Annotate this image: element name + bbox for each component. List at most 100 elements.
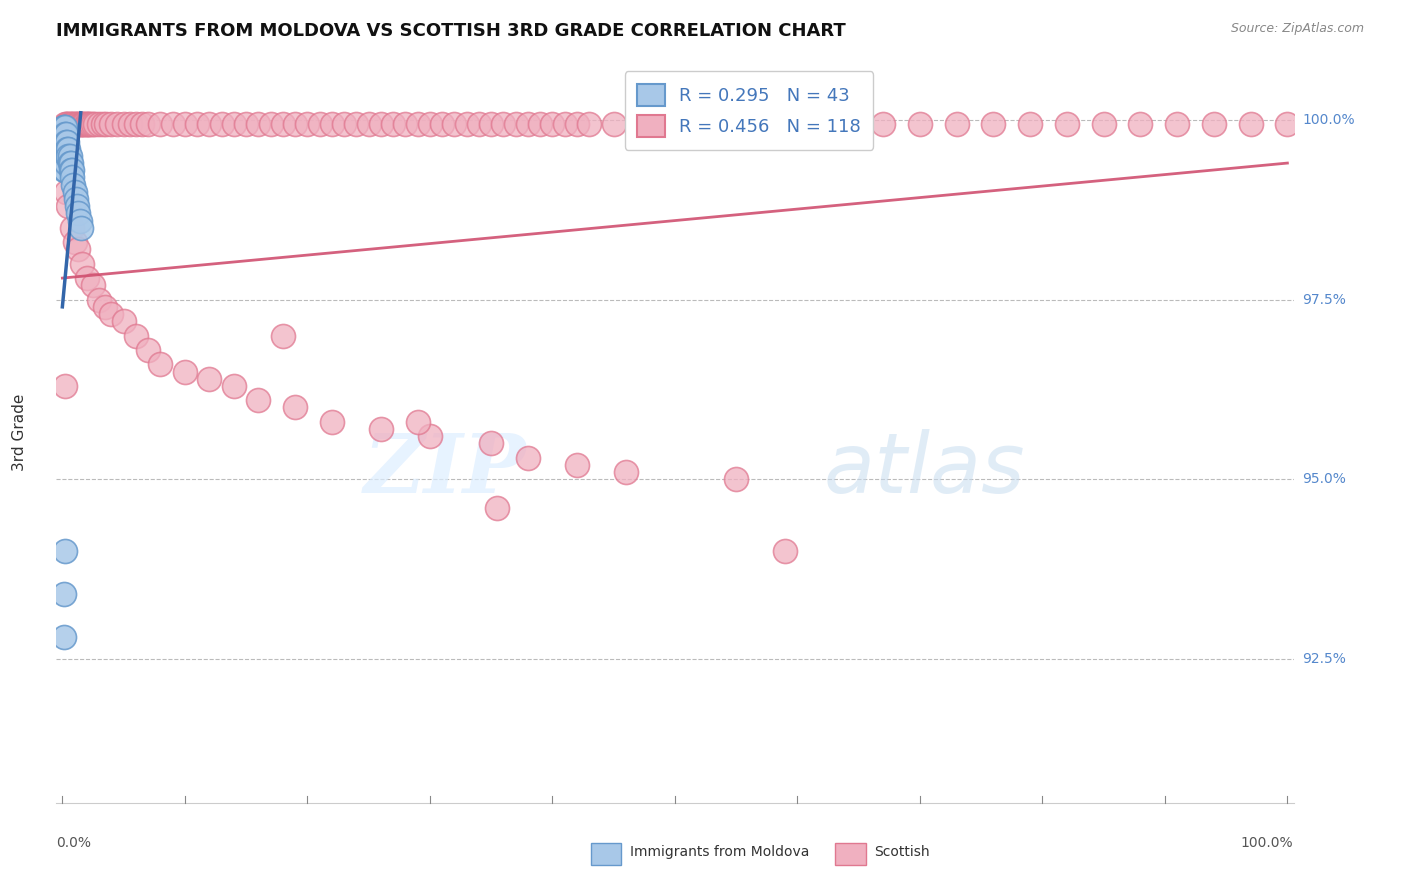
Point (1019, 116, 1042, 130)
Point (516, 450, 538, 465)
Point (308, 116, 330, 130)
Point (52, 135, 75, 149)
Point (53, 379, 76, 393)
Point (136, 116, 159, 130)
Point (554, 116, 576, 130)
Point (333, 116, 356, 130)
Point (77, 116, 100, 130)
Point (505, 116, 527, 130)
Point (186, 116, 208, 130)
Point (55, 116, 77, 130)
Point (60, 220, 83, 235)
Point (198, 372, 221, 386)
Point (72, 116, 94, 130)
Point (66, 199, 89, 213)
Point (66, 116, 89, 130)
Point (53, 142, 76, 156)
Point (55, 128, 77, 142)
Point (56, 149, 79, 163)
Point (87, 116, 110, 130)
Point (173, 116, 195, 130)
Point (58, 116, 80, 130)
Point (676, 116, 699, 130)
Point (1056, 116, 1078, 130)
Text: 97.5%: 97.5% (1302, 293, 1346, 307)
Point (149, 357, 172, 371)
Point (198, 116, 221, 130)
Point (82, 278, 104, 293)
Point (247, 116, 270, 130)
Point (602, 116, 624, 130)
Point (75, 116, 97, 130)
Point (1202, 116, 1225, 130)
Legend: R = 0.295   N = 43, R = 0.456   N = 118: R = 0.295 N = 43, R = 0.456 N = 118 (624, 71, 873, 150)
Point (419, 429, 441, 443)
Point (56, 142, 79, 156)
Point (53, 149, 76, 163)
Point (60, 116, 83, 130)
Point (52, 128, 75, 142)
Point (55, 142, 77, 156)
Point (516, 116, 538, 130)
Point (479, 436, 502, 450)
Point (983, 116, 1005, 130)
Point (271, 116, 294, 130)
Point (1240, 116, 1263, 130)
Point (370, 116, 392, 130)
Text: ZIP: ZIP (364, 430, 526, 509)
Point (52, 631, 75, 645)
Point (53, 116, 76, 130)
Point (725, 472, 748, 486)
Point (382, 116, 405, 130)
Point (835, 116, 858, 130)
Point (284, 401, 307, 415)
Point (52, 163, 75, 178)
Point (136, 343, 159, 357)
Point (73, 116, 96, 130)
Point (59, 116, 82, 130)
Point (112, 116, 135, 130)
Point (529, 116, 551, 130)
Point (578, 116, 600, 130)
Point (63, 116, 86, 130)
Point (52, 149, 75, 163)
Point (53, 128, 76, 142)
Text: 3rd Grade: 3rd Grade (11, 394, 27, 471)
Point (53, 156, 76, 170)
Point (76, 116, 98, 130)
Point (56, 116, 79, 130)
Point (69, 116, 91, 130)
Text: 100.0%: 100.0% (1241, 836, 1294, 850)
Point (173, 365, 195, 379)
Point (725, 116, 748, 130)
Point (100, 307, 122, 321)
Point (565, 116, 588, 130)
Point (55, 185, 77, 199)
Point (799, 116, 821, 130)
Text: 0.0%: 0.0% (56, 836, 91, 850)
Point (59, 156, 82, 170)
Point (69, 213, 91, 227)
Point (70, 257, 93, 271)
Point (87, 293, 110, 307)
Point (67, 116, 90, 130)
Point (63, 235, 86, 249)
Text: IMMIGRANTS FROM MOLDOVA VS SCOTTISH 3RD GRADE CORRELATION CHART: IMMIGRANTS FROM MOLDOVA VS SCOTTISH 3RD … (56, 22, 846, 40)
Point (357, 116, 380, 130)
Point (614, 465, 637, 479)
Point (69, 220, 91, 235)
Point (107, 116, 129, 130)
Point (565, 458, 588, 472)
Point (131, 116, 153, 130)
Point (344, 116, 367, 130)
Point (56, 135, 79, 149)
Point (79, 116, 101, 130)
Point (1129, 116, 1152, 130)
Point (65, 192, 87, 206)
Point (84, 116, 107, 130)
Point (91, 116, 114, 130)
Point (79, 116, 101, 130)
Point (52, 120, 75, 135)
Point (541, 116, 564, 130)
Point (486, 501, 509, 516)
